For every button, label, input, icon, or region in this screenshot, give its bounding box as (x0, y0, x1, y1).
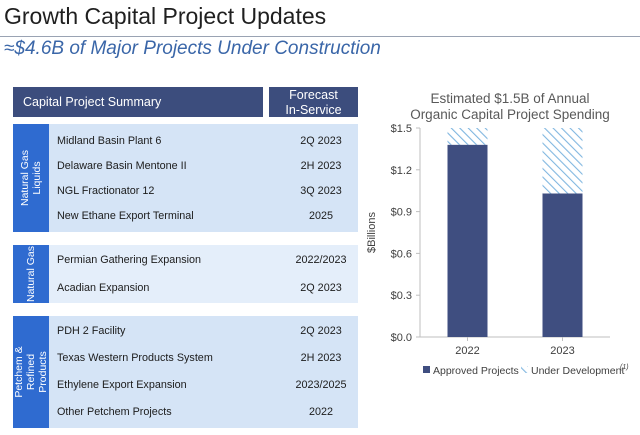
legend-label-under-development: Under Development (531, 365, 624, 377)
group-label-bar: Natural Gas Liquids (13, 124, 49, 232)
group-label-bar: Petchem & Refined Products (13, 316, 49, 428)
table-header-summary-label: Capital Project Summary (23, 95, 162, 109)
y-axis-label: $Billions (366, 212, 378, 253)
project-date: 2H 2023 (300, 160, 342, 172)
project-date: 3Q 2023 (300, 185, 342, 197)
legend-swatch-under-development (521, 366, 528, 373)
y-tick-label: $0.6 (391, 248, 412, 260)
x-tick-label: 2022 (455, 345, 479, 357)
group-body: Permian Gathering Expansion 2022/2023 Ac… (49, 245, 358, 303)
y-tick-label: $1.2 (391, 165, 412, 177)
group-label: Petchem & Refined Products (13, 346, 49, 398)
project-date: 2Q 2023 (300, 135, 342, 147)
group-natural-gas-liquids: Natural Gas Liquids Midland Basin Plant … (13, 124, 358, 232)
project-name: Acadian Expansion (57, 282, 150, 294)
project-name: Ethylene Export Expansion (57, 379, 187, 391)
group-natural-gas: Natural Gas Permian Gathering Expansion … (13, 245, 358, 303)
group-body: PDH 2 Facility 2Q 2023 Texas Western Pro… (49, 316, 358, 428)
project-name: PDH 2 Facility (57, 325, 126, 337)
project-name: Delaware Basin Mentone II (57, 160, 187, 172)
project-name: Permian Gathering Expansion (57, 254, 202, 266)
legend-swatch-approved (423, 366, 430, 373)
chart-title: Estimated $1.5B of Annual Organic Capita… (380, 91, 640, 123)
project-name: New Ethane Export Terminal (57, 210, 194, 222)
bar-2022-under-development (447, 128, 488, 145)
project-date: 2Q 2023 (300, 282, 342, 294)
group-label: Natural Gas (25, 245, 37, 303)
project-date: 2023/2025 (295, 379, 347, 391)
bar-2023-approved-projects (542, 193, 583, 337)
y-tick-label: $0.3 (391, 290, 412, 302)
slide-title: Growth Capital Project Updates (4, 3, 327, 29)
table-header-forecast: Forecast In-Service (269, 87, 358, 117)
y-tick-label: $0.0 (391, 332, 412, 344)
bar-2023-under-development (542, 128, 583, 194)
legend-footnote: (1) (620, 364, 629, 371)
bar-2022-approved-projects (447, 144, 488, 337)
chart-title-line2: Organic Capital Project Spending (410, 107, 610, 122)
title-divider (0, 36, 640, 37)
project-date: 2H 2023 (300, 352, 342, 364)
group-label-bar: Natural Gas (13, 245, 49, 303)
chart-title-line1: Estimated $1.5B of Annual (430, 91, 590, 106)
x-tick-label: 2023 (550, 345, 574, 357)
project-name: NGL Fractionator 12 (57, 185, 155, 197)
project-name: Other Petchem Projects (57, 406, 172, 418)
project-date: 2022 (308, 406, 334, 418)
legend-label-approved: Approved Projects (433, 365, 519, 377)
table-header-summary: Capital Project Summary (13, 87, 263, 117)
project-date: 2Q 2023 (300, 325, 342, 337)
group-body: Midland Basin Plant 6 2Q 2023 Delaware B… (49, 124, 358, 232)
y-tick-label: $0.9 (391, 207, 412, 219)
project-date: 2025 (308, 210, 334, 222)
project-name: Texas Western Products System (57, 352, 213, 364)
project-name: Midland Basin Plant 6 (57, 135, 162, 147)
table-header-forecast-line2: In-Service (285, 103, 342, 117)
group-label: Natural Gas Liquids (19, 149, 43, 207)
y-tick-label: $1.5 (391, 123, 412, 135)
group-petchem-refined-products: Petchem & Refined Products PDH 2 Facilit… (13, 316, 358, 428)
project-date: 2022/2023 (295, 254, 347, 266)
table-header-forecast-line1: Forecast (289, 88, 338, 102)
slide-subtitle: ≈$4.6B of Major Projects Under Construct… (4, 38, 381, 59)
